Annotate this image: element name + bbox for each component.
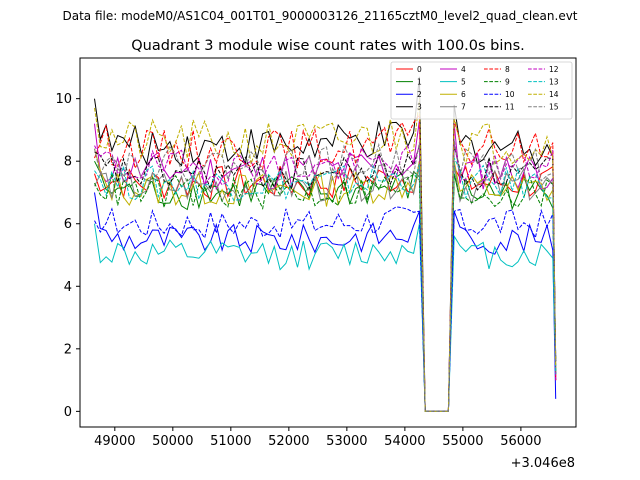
legend-label-13: 13 <box>549 77 559 86</box>
legend-label-6: 6 <box>461 90 466 99</box>
x-tick-label: 53000 <box>326 434 367 449</box>
series-line-15 <box>94 139 557 412</box>
legend-label-11: 11 <box>505 103 515 112</box>
legend-label-2: 2 <box>417 90 422 99</box>
figure-suptitle: Data file: modeM0/AS1C04_001T01_90000031… <box>62 9 577 23</box>
series-line-14 <box>94 98 557 412</box>
series-line-5 <box>94 223 557 412</box>
legend-label-9: 9 <box>505 77 510 86</box>
legend-label-0: 0 <box>417 65 422 74</box>
legend-frame <box>390 61 573 120</box>
x-tick-label: 50000 <box>152 434 193 449</box>
legend-label-12: 12 <box>549 65 559 74</box>
x-tick-label: 49000 <box>94 434 135 449</box>
legend-label-14: 14 <box>549 90 559 99</box>
x-tick-label: 54000 <box>384 434 425 449</box>
legend-label-7: 7 <box>461 103 466 112</box>
series-line-10 <box>94 206 557 412</box>
legend-label-4: 4 <box>461 65 466 74</box>
series-line-1 <box>94 160 557 412</box>
y-axis: 0 2 4 6 8 10 <box>55 92 80 420</box>
x-tick-label: 56000 <box>500 434 541 449</box>
series-line-3 <box>94 76 557 412</box>
x-offset-label: +3.046e8 <box>511 456 575 471</box>
chart-title: Quadrant 3 module wise count rates with … <box>131 38 525 54</box>
series-line-8 <box>94 112 557 412</box>
x-tick-label: 51000 <box>210 434 251 449</box>
plot-frame <box>79 57 577 428</box>
y-tick-label: 4 <box>64 280 72 295</box>
y-tick-label: 10 <box>55 92 72 107</box>
y-tick-label: 6 <box>64 217 72 232</box>
y-tick-label: 2 <box>64 342 72 357</box>
series-line-0 <box>94 161 557 412</box>
x-tick-label: 52000 <box>268 434 309 449</box>
series-line-11 <box>94 145 557 412</box>
y-tick-label: 8 <box>64 155 72 170</box>
series-line-12 <box>94 142 557 412</box>
series-line-13 <box>94 157 557 412</box>
legend-label-10: 10 <box>505 90 515 99</box>
y-tick-label: 0 <box>64 405 72 420</box>
legend-label-1: 1 <box>417 77 422 86</box>
x-tick-label: 55000 <box>442 434 483 449</box>
legend-label-3: 3 <box>417 103 422 112</box>
legend-label-15: 15 <box>549 103 559 112</box>
series-line-4 <box>94 120 557 412</box>
legend-label-8: 8 <box>505 65 510 74</box>
x-axis: 49000 50000 51000 52000 53000 54000 55000 56000 <box>94 427 542 449</box>
series-line-2 <box>94 192 557 412</box>
series-line-7 <box>94 163 557 412</box>
series-layer <box>94 76 557 412</box>
legend-label-5: 5 <box>461 77 466 86</box>
